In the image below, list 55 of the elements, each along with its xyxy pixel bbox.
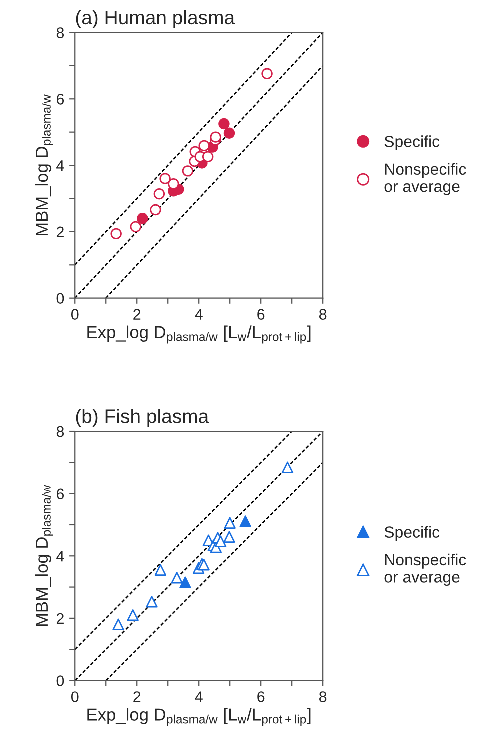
point [154, 564, 167, 576]
y-tick-label: 6 [56, 488, 64, 500]
point [262, 68, 273, 80]
x-tick-label: 8 [319, 309, 327, 320]
y-tick-label: 0 [56, 676, 64, 686]
point [160, 173, 171, 184]
x-axis-title: Exp_log D$_{plasma/w}$ [L$_{w}$/L$_{prot+lip}$] [88, 326, 311, 344]
point [224, 517, 236, 529]
x-tick-label: 6 [258, 309, 265, 320]
point [154, 188, 166, 200]
chart-title: (a) Human plasma [76, 10, 236, 28]
y-tick-label: 2 [56, 226, 64, 238]
point [224, 531, 236, 543]
x-tick-label: 0 [71, 692, 79, 702]
y-tick-label: 4 [56, 551, 64, 562]
y-tick-label: 4 [56, 160, 64, 172]
point [224, 128, 236, 139]
point [180, 576, 192, 588]
point [198, 140, 210, 152]
y-tick-label: 6 [56, 94, 64, 105]
legend-label: Specific [384, 526, 440, 542]
point [168, 178, 180, 190]
point [130, 221, 142, 233]
point [282, 462, 294, 474]
y-axis-title: MBM_log D$_{plasma/w}$ [35, 485, 54, 626]
point [214, 536, 227, 548]
point [112, 618, 124, 631]
y-tick-label: 8 [56, 28, 64, 38]
point [218, 118, 230, 130]
point [210, 132, 222, 143]
y-tick-label: 0 [56, 293, 64, 304]
legend-label: Nonspecific or average [384, 554, 466, 586]
x-tick-label: 0 [71, 309, 79, 320]
chart-title: (b) Fish plasma [76, 409, 210, 428]
point [240, 516, 252, 528]
legend-label: Specific [384, 136, 440, 151]
point [171, 572, 183, 584]
point [182, 166, 194, 177]
x-tick-label: 8 [319, 692, 327, 702]
point [146, 596, 158, 608]
point [150, 204, 162, 216]
y-tick-label: 8 [56, 426, 64, 438]
point [202, 151, 214, 163]
x-tick-label: 2 [134, 692, 141, 702]
point [127, 609, 139, 622]
legend-label: Nonspecific or average [384, 163, 466, 196]
x-tick-label: 6 [258, 692, 265, 702]
y-axis-title: MBM_log D$_{plasma/w}$ [35, 94, 54, 236]
point [137, 213, 148, 224]
point [110, 228, 122, 240]
x-tick-label: 2 [134, 309, 141, 320]
x-axis-title: Exp_log D$_{plasma/w}$ [L$_{w}$/L$_{prot+lip}$] [88, 708, 311, 726]
x-tick-label: 4 [195, 309, 203, 320]
y-tick-label: 2 [56, 613, 64, 624]
x-tick-label: 4 [195, 692, 203, 702]
